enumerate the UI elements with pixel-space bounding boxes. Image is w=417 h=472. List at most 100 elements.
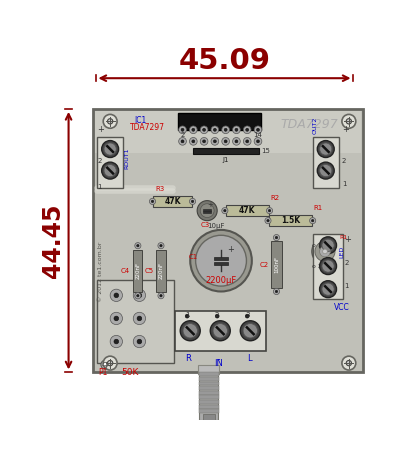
Circle shape: [192, 140, 195, 143]
Bar: [198, 396, 219, 399]
Circle shape: [135, 243, 141, 249]
Text: IN: IN: [214, 359, 223, 368]
Circle shape: [178, 126, 186, 134]
Circle shape: [320, 165, 332, 177]
Circle shape: [137, 295, 139, 297]
Circle shape: [222, 137, 229, 145]
Text: IC1: IC1: [134, 116, 146, 125]
Circle shape: [189, 126, 197, 134]
Circle shape: [309, 218, 316, 224]
Text: 3: 3: [245, 312, 249, 318]
Text: +: +: [342, 126, 349, 135]
Circle shape: [322, 239, 334, 252]
Text: R2: R2: [270, 195, 279, 202]
Bar: [97, 280, 174, 363]
Circle shape: [114, 293, 119, 298]
Text: TDA7297: TDA7297: [280, 118, 338, 131]
Bar: [226, 205, 269, 216]
Circle shape: [181, 128, 184, 131]
Circle shape: [192, 128, 195, 131]
Circle shape: [213, 323, 227, 338]
Text: ROUT1: ROUT1: [125, 148, 130, 169]
Text: L: L: [247, 354, 252, 363]
Bar: [271, 242, 282, 287]
Circle shape: [196, 235, 246, 286]
Circle shape: [244, 137, 251, 145]
Circle shape: [256, 140, 259, 143]
Circle shape: [319, 281, 337, 298]
Circle shape: [274, 288, 279, 295]
Text: 2: 2: [97, 158, 101, 164]
Text: 44.45: 44.45: [41, 203, 65, 278]
Text: 1: 1: [344, 283, 349, 289]
Circle shape: [256, 128, 259, 131]
Text: o 1: o 1: [312, 243, 322, 248]
Circle shape: [151, 200, 154, 202]
Circle shape: [104, 143, 116, 155]
Circle shape: [342, 114, 356, 128]
Circle shape: [137, 339, 142, 344]
Circle shape: [254, 137, 262, 145]
Circle shape: [322, 260, 334, 272]
Circle shape: [323, 249, 327, 254]
Text: +: +: [207, 202, 213, 208]
Circle shape: [108, 361, 113, 366]
Text: 47K: 47K: [164, 197, 181, 206]
Bar: [193, 147, 259, 154]
Bar: [93, 109, 363, 372]
Bar: [198, 372, 219, 376]
Circle shape: [149, 198, 156, 204]
Text: 2: 2: [180, 132, 185, 138]
Bar: [198, 386, 219, 390]
Circle shape: [190, 230, 252, 292]
Text: C5: C5: [144, 268, 153, 274]
Circle shape: [233, 137, 240, 145]
Circle shape: [244, 126, 251, 134]
Circle shape: [317, 162, 334, 179]
Bar: [198, 381, 219, 386]
Text: TDA7297: TDA7297: [130, 123, 165, 132]
Text: +: +: [344, 236, 351, 244]
Text: +: +: [227, 245, 234, 254]
Bar: [214, 257, 228, 260]
Text: C1: C1: [188, 254, 198, 260]
Bar: [175, 311, 266, 351]
Text: VCC: VCC: [334, 303, 350, 312]
Circle shape: [189, 198, 196, 204]
Text: 220nF: 220nF: [158, 262, 163, 279]
Circle shape: [133, 336, 146, 348]
Circle shape: [110, 312, 123, 325]
Circle shape: [191, 200, 194, 202]
Bar: [153, 196, 192, 207]
Circle shape: [266, 208, 273, 214]
Circle shape: [108, 118, 113, 124]
Bar: [198, 365, 219, 374]
Circle shape: [275, 236, 278, 239]
Text: OUT2: OUT2: [313, 116, 318, 134]
Bar: [198, 409, 219, 413]
Circle shape: [211, 137, 219, 145]
Bar: [313, 137, 339, 187]
Text: C3: C3: [201, 222, 210, 228]
Text: 1: 1: [185, 312, 189, 318]
Circle shape: [269, 210, 271, 212]
Text: o 2: o 2: [312, 263, 322, 269]
Circle shape: [274, 235, 279, 241]
Text: 1: 1: [342, 181, 347, 187]
Text: C4: C4: [121, 268, 130, 274]
Circle shape: [103, 114, 117, 128]
Circle shape: [110, 289, 123, 302]
Circle shape: [224, 210, 226, 212]
Circle shape: [158, 243, 164, 249]
Circle shape: [102, 141, 118, 158]
Bar: [314, 234, 343, 299]
Text: 2: 2: [342, 158, 346, 164]
Bar: [198, 391, 219, 395]
Circle shape: [346, 118, 352, 124]
Circle shape: [103, 356, 117, 370]
Bar: [203, 209, 211, 211]
Circle shape: [101, 360, 110, 369]
Circle shape: [114, 339, 119, 344]
Circle shape: [137, 316, 142, 321]
Circle shape: [160, 244, 162, 247]
